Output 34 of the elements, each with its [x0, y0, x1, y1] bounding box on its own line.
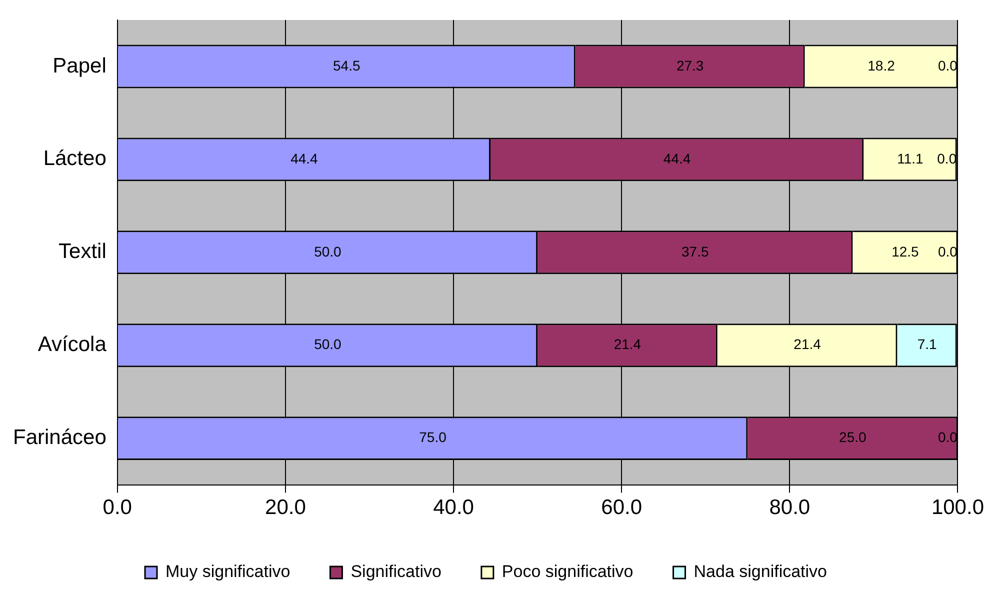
y-tick-label: Avícola — [38, 333, 107, 356]
data-label: 12.5 — [892, 243, 920, 260]
data-label: 0.0 — [938, 243, 958, 260]
legend-label: Nada significativo — [694, 562, 828, 582]
x-tick-label: 40.0 — [433, 496, 474, 520]
data-label: 0.0 — [937, 150, 957, 166]
data-label: 7.1 — [917, 336, 937, 352]
x-tick-label: 0.0 — [102, 496, 132, 520]
data-label: 0.0 — [938, 57, 958, 74]
x-tick-label: 100.0 — [931, 496, 984, 520]
data-label: 54.5 — [333, 57, 360, 74]
y-tick-label: Textil — [58, 240, 106, 264]
x-tick-label: 60.0 — [601, 496, 642, 520]
data-label: 0.0 — [938, 429, 958, 446]
y-tick-label: Farináceo — [12, 426, 106, 450]
legend-label: Poco significativo — [502, 562, 634, 582]
x-tick-label: 20.0 — [265, 496, 306, 520]
legend-label: Muy significativo — [166, 562, 290, 582]
data-label: 44.4 — [290, 150, 318, 166]
data-label: 21.4 — [614, 336, 642, 352]
legend-label: Significativo — [350, 562, 442, 582]
data-label: 37.5 — [681, 243, 709, 260]
y-tick-label: Papel — [52, 54, 106, 78]
data-label: 50.0 — [314, 243, 342, 260]
x-tick-label: 80.0 — [769, 496, 810, 520]
data-label: 18.2 — [868, 57, 896, 74]
data-label: 27.3 — [676, 57, 704, 74]
data-label: 11.1 — [897, 150, 924, 166]
data-label: 50.0 — [314, 336, 342, 352]
y-tick-label: Lácteo — [43, 147, 106, 170]
data-label: 21.4 — [794, 336, 822, 352]
data-label: 75.0 — [419, 429, 447, 446]
data-label: 44.4 — [663, 150, 691, 166]
data-label: 25.0 — [839, 429, 867, 446]
